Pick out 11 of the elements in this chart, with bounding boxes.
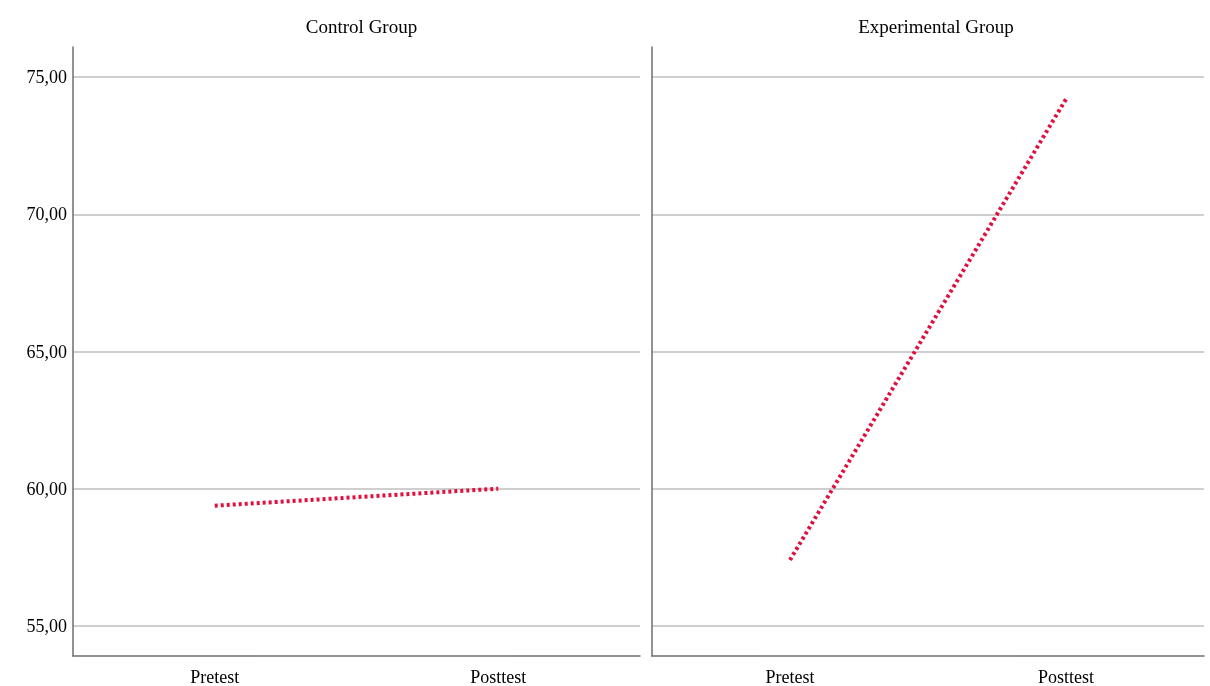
y-tick-label: 70,00 — [26, 204, 67, 225]
y-tick-label: 55,00 — [26, 615, 67, 636]
y-tick-label: 60,00 — [26, 478, 67, 499]
x-tick-label: Posttest — [470, 667, 527, 686]
x-tick-label: Pretest — [765, 667, 815, 686]
chart-title: Control Group — [305, 16, 418, 37]
x-tick-label: Pretest — [190, 667, 240, 686]
y-tick-label: 75,00 — [26, 67, 67, 88]
y-tick-label: 65,00 — [26, 341, 67, 362]
chart-title: Experimental Group — [858, 16, 1014, 37]
x-tick-label: Posttest — [1037, 667, 1095, 686]
